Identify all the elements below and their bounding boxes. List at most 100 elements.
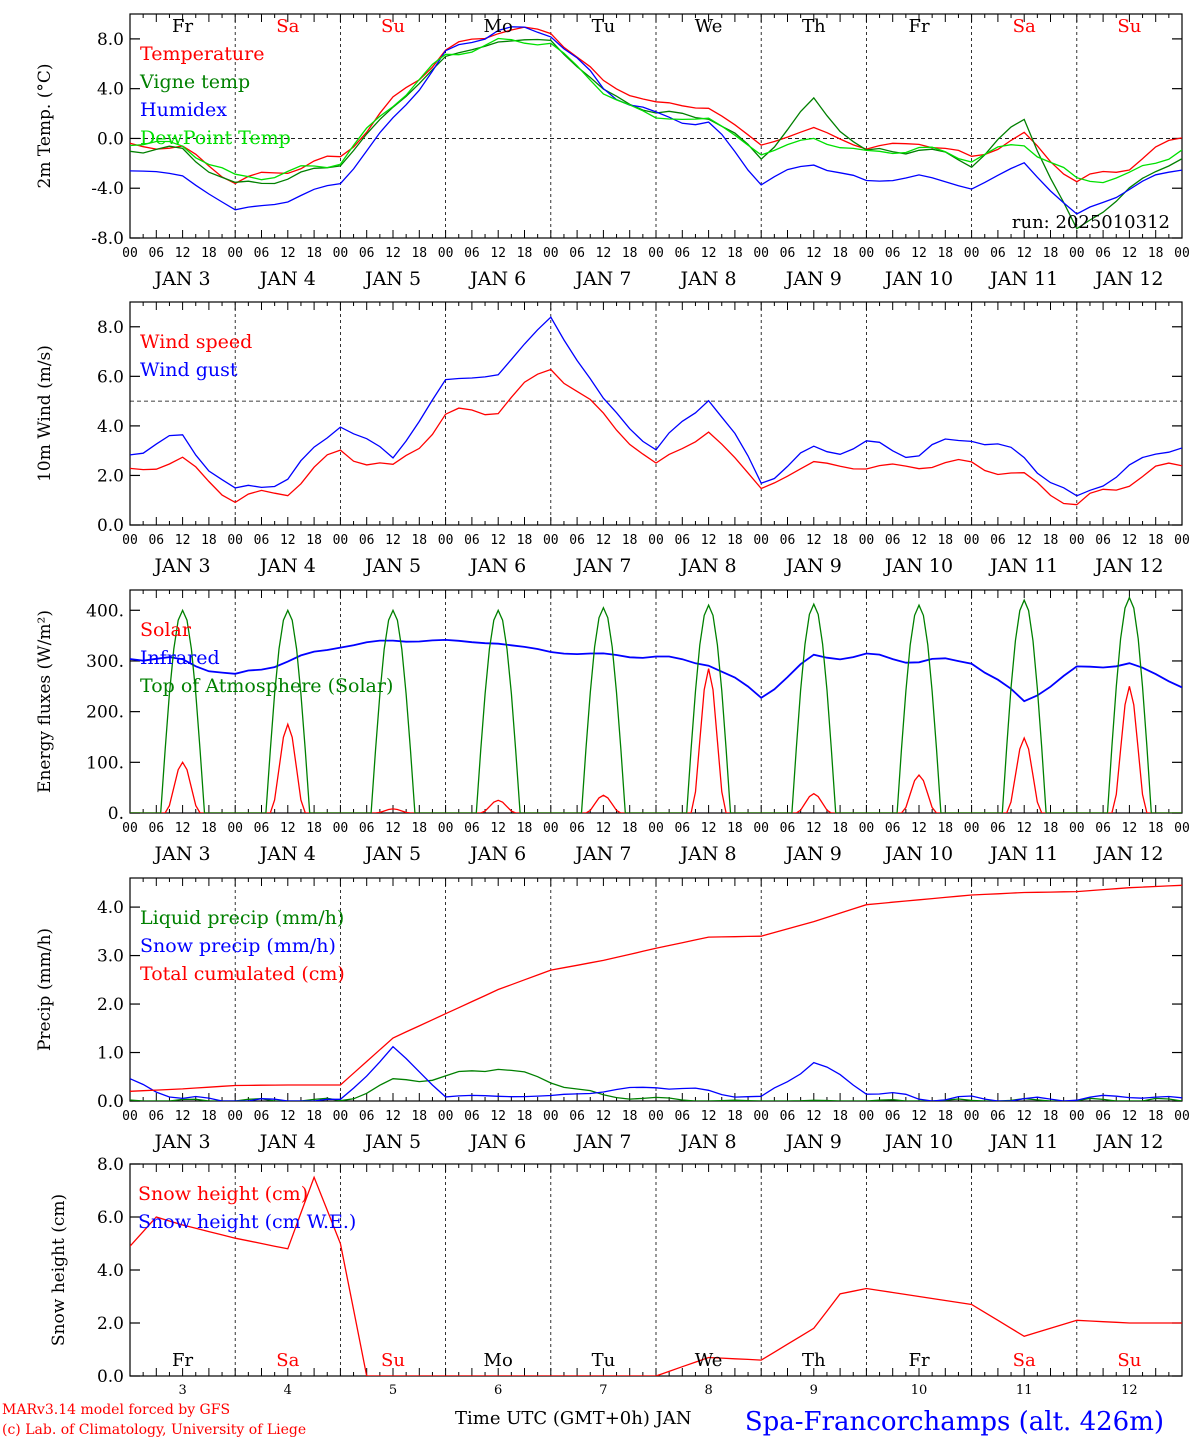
x-hour-label: 00: [543, 246, 559, 261]
x-day-label: JAN 11: [988, 843, 1058, 865]
x-hour-label: 18: [1148, 1109, 1164, 1124]
y-tick-label: 4.0: [97, 1261, 124, 1281]
day-number: 7: [599, 1383, 607, 1398]
x-hour-label: 12: [175, 533, 191, 548]
y-tick-label: 1.0: [97, 1044, 124, 1064]
x-day-label: JAN 11: [988, 555, 1058, 577]
x-hour-label: 12: [280, 821, 296, 836]
series-line-0: [130, 1175, 1182, 1376]
x-hour-label: 12: [175, 1109, 191, 1124]
x-hour-label: 18: [306, 821, 322, 836]
x-day-label: JAN 11: [988, 268, 1058, 290]
x-day-label: JAN 6: [468, 843, 526, 865]
x-hour-label: 12: [280, 533, 296, 548]
x-hour-label: 06: [780, 246, 796, 261]
x-hour-label: 12: [385, 246, 401, 261]
x-hour-label: 06: [885, 1109, 901, 1124]
x-day-label: JAN 4: [258, 555, 316, 577]
x-hour-label: 12: [701, 246, 717, 261]
x-hour-label: 06: [885, 821, 901, 836]
plot-frame: [129, 301, 1183, 526]
x-day-label: JAN 12: [1093, 268, 1163, 290]
x-hour-label: 00: [227, 1109, 243, 1124]
x-hour-label: 06: [254, 821, 270, 836]
x-hour-label: 00: [1174, 1109, 1190, 1124]
x-hour-label: 06: [990, 1109, 1006, 1124]
x-day-label: JAN 6: [468, 1131, 526, 1153]
x-hour-label: 00: [227, 821, 243, 836]
x-hour-label: 12: [596, 533, 612, 548]
x-hour-label: 18: [832, 533, 848, 548]
legend-entry: Top of Atmosphere (Solar): [140, 675, 393, 697]
x-hour-label: 00: [964, 533, 980, 548]
x-hour-label: 06: [359, 821, 375, 836]
x-day-label: JAN 3: [153, 555, 211, 577]
x-day-label: JAN 7: [573, 268, 631, 290]
x-hour-label: 18: [727, 821, 743, 836]
day-number: 8: [704, 1383, 712, 1398]
x-hour-label: 00: [122, 821, 138, 836]
series-lines: [130, 595, 1182, 813]
x-hour-label: 06: [569, 533, 585, 548]
day-number: 5: [389, 1383, 397, 1398]
legend-entry: Snow precip (mm/h): [140, 935, 336, 957]
x-hour-label: 18: [1043, 821, 1059, 836]
x-hour-label: 06: [990, 246, 1006, 261]
x-day-label: JAN 10: [883, 1131, 953, 1153]
x-hour-label: 12: [280, 246, 296, 261]
x-hour-label: 00: [753, 533, 769, 548]
x-hour-label: 00: [1174, 533, 1190, 548]
x-hour-label: 00: [543, 1109, 559, 1124]
chart-panel-3: 400. 300. 200. 100. 0. Energy fluxes (W/m²) So…: [35, 589, 1190, 865]
x-hour-label: 12: [596, 246, 612, 261]
x-hour-label: 18: [832, 246, 848, 261]
series-lines: [130, 26, 1182, 230]
x-hour-label: 06: [569, 246, 585, 261]
x-hour-label: 00: [438, 246, 454, 261]
x-hour-label: 18: [306, 533, 322, 548]
y-tick-label: 6.0: [97, 1208, 124, 1228]
x-hour-label: 18: [727, 533, 743, 548]
series-lines: [130, 884, 1182, 1101]
series-lines: [130, 316, 1182, 506]
x-day-label: JAN 7: [573, 555, 631, 577]
x-hour-label: 00: [333, 1109, 349, 1124]
y-tick-label: 0.0: [97, 129, 124, 149]
series-lines: [130, 1175, 1182, 1376]
x-hour-label: 06: [1095, 821, 1111, 836]
x-hour-label: 12: [806, 821, 822, 836]
x-hour-label: 00: [648, 1109, 664, 1124]
x-day-label: JAN 11: [988, 1131, 1058, 1153]
x-hour-label: 06: [464, 246, 480, 261]
weekday-label: We: [695, 1350, 723, 1371]
x-hour-label: 06: [1095, 1109, 1111, 1124]
chart-panel-2: 8.0 6.0 4.0 2.0 0.0 10m Wind (m/s) Wind speed W…: [35, 301, 1190, 577]
x-hour-label: 00: [122, 533, 138, 548]
legend-entry: Wind speed: [140, 331, 252, 353]
day-number: 9: [810, 1383, 818, 1398]
x-day-label: JAN 7: [573, 1131, 631, 1153]
y-tick-label: 4.0: [97, 417, 124, 437]
x-hour-label: 18: [411, 246, 427, 261]
x-hour-label: 12: [490, 246, 506, 261]
x-hour-label: 06: [885, 533, 901, 548]
x-hour-label: 12: [1016, 821, 1032, 836]
legend-entry: Total cumulated (cm): [140, 963, 345, 985]
x-hour-label: 06: [780, 1109, 796, 1124]
x-hour-label: 06: [674, 821, 690, 836]
x-day-label: JAN 4: [258, 268, 316, 290]
legend-entry: Wind gust: [140, 359, 238, 381]
series-line-1: [130, 1045, 1182, 1101]
x-hour-label: 06: [780, 821, 796, 836]
x-hour-label: 18: [517, 533, 533, 548]
weekday-label: Th: [802, 1350, 826, 1371]
x-hour-label: 18: [832, 821, 848, 836]
x-day-label: JAN 12: [1093, 555, 1163, 577]
x-hour-label: 00: [1069, 1109, 1085, 1124]
x-day-label: JAN 12: [1093, 843, 1163, 865]
x-hour-label: 06: [254, 1109, 270, 1124]
x-hour-label: 06: [674, 1109, 690, 1124]
x-hour-label: 18: [306, 246, 322, 261]
x-hour-label: 12: [1016, 246, 1032, 261]
